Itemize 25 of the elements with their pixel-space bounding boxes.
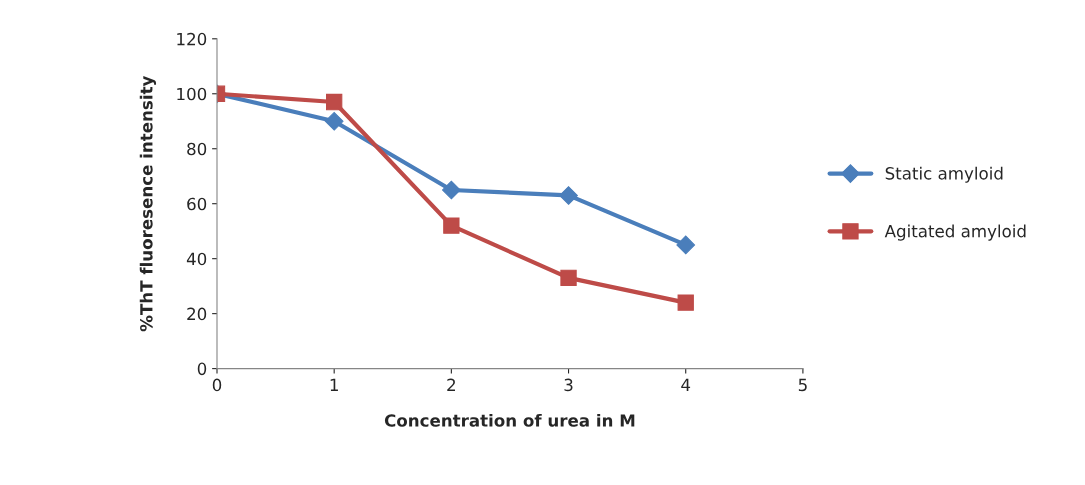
point <box>560 269 577 287</box>
point <box>324 111 344 131</box>
y-tick-label: 20 <box>187 307 207 321</box>
x-tick-label: 3 <box>564 378 573 392</box>
y-tick-label: 120 <box>177 32 207 46</box>
y-tick-label: 100 <box>177 87 207 101</box>
y-tick-label: 40 <box>186 252 207 266</box>
point <box>559 186 578 205</box>
x-tick-label: 1 <box>330 378 338 391</box>
point <box>677 294 694 311</box>
x-tick-label: 0 <box>212 378 222 392</box>
y-tick-label: 0 <box>197 362 207 376</box>
legend-label: Static amyloid <box>885 166 1003 183</box>
point <box>442 180 461 200</box>
x-tick-label: 4 <box>681 378 691 391</box>
y-axis-title: %ThT fluoresence intensity <box>139 75 157 332</box>
x-tick-label: 5 <box>798 378 807 392</box>
y-tick-label: 80 <box>187 142 207 156</box>
legend-label: Agitated amyloid <box>884 224 1026 241</box>
point <box>676 235 696 255</box>
point <box>443 217 460 234</box>
x-tick-label: 2 <box>447 378 455 391</box>
point <box>326 93 343 111</box>
x-axis-title: Concentration of urea in M <box>384 413 635 427</box>
y-tick-label: 60 <box>187 197 207 211</box>
